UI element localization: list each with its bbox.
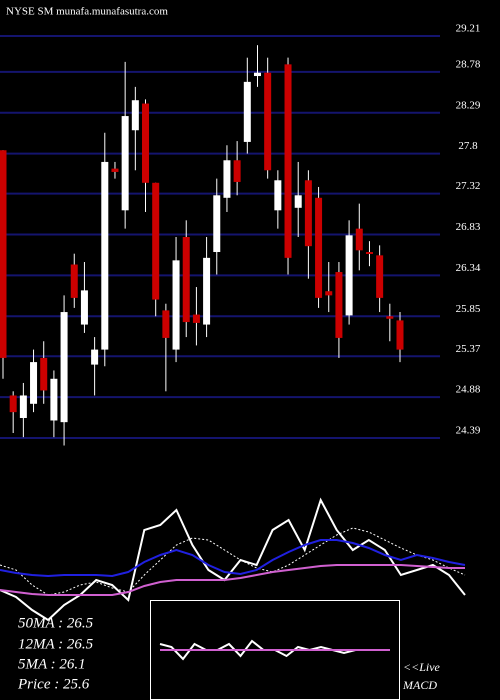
- candle-body: [9, 395, 17, 413]
- y-tick-label: 27.8: [458, 140, 478, 152]
- candle-body: [386, 316, 394, 319]
- candle-body: [396, 320, 404, 350]
- y-tick-label: 25.37: [456, 343, 481, 355]
- candle-body: [152, 182, 160, 300]
- stat: 5MA : 26.1: [18, 656, 86, 672]
- candle-body: [376, 255, 384, 298]
- stat: 12MA : 26.5: [18, 636, 94, 652]
- y-tick-label: 27.32: [456, 180, 481, 192]
- candle-body: [111, 168, 119, 172]
- candle-body: [182, 237, 190, 323]
- candle-body: [70, 264, 78, 298]
- candle-body: [365, 252, 373, 255]
- candle-body: [80, 290, 88, 325]
- candle-body: [213, 195, 221, 253]
- candle-body: [253, 72, 261, 77]
- candle-body: [162, 310, 170, 338]
- indicator-line: [0, 497, 466, 622]
- candle-body: [0, 150, 7, 358]
- indicator-line: [0, 527, 466, 596]
- candle-body: [233, 160, 241, 182]
- candle-body: [223, 160, 231, 198]
- y-tick-label: 28.29: [456, 99, 481, 111]
- y-tick-label: 26.83: [456, 221, 481, 233]
- candle-body: [203, 257, 211, 325]
- y-tick-label: 24.88: [456, 384, 481, 396]
- y-tick-label: 26.34: [456, 262, 481, 274]
- candle-body: [50, 378, 58, 421]
- candle-body: [335, 272, 343, 338]
- candle-body: [91, 349, 99, 365]
- candle-body: [131, 100, 139, 131]
- candle-body: [19, 395, 27, 418]
- candle-body: [315, 197, 323, 298]
- candle-body: [243, 81, 251, 142]
- candle-body: [30, 362, 38, 404]
- candle-body: [101, 161, 109, 350]
- y-tick-label: 25.85: [456, 303, 481, 315]
- candle-body: [304, 180, 312, 247]
- stat: Price : 25.6: [17, 676, 90, 692]
- y-tick-label: 24.39: [456, 425, 481, 437]
- candle-body: [40, 357, 48, 391]
- candle-body: [60, 312, 68, 423]
- candle-body: [274, 180, 282, 211]
- candle-body: [142, 103, 150, 183]
- macd-label: MACD: [402, 678, 437, 692]
- candle-body: [355, 228, 363, 251]
- y-tick-label: 29.21: [456, 23, 481, 35]
- candle-body: [121, 116, 129, 211]
- live-label: <<Live: [403, 660, 441, 674]
- y-tick-label: 28.78: [456, 58, 481, 70]
- indicator-line: [0, 564, 465, 596]
- candle-body: [345, 235, 353, 316]
- stat: 50MA : 26.5: [18, 615, 94, 631]
- candle-body: [264, 72, 272, 171]
- chart-title: NYSE SM munafa.munafasutra.com: [6, 6, 168, 18]
- candle-body: [325, 291, 333, 296]
- candle-body: [172, 260, 180, 350]
- candle-body: [192, 314, 200, 323]
- indicator-line: [0, 539, 466, 578]
- candle-body: [294, 195, 302, 208]
- candle-body: [284, 64, 292, 258]
